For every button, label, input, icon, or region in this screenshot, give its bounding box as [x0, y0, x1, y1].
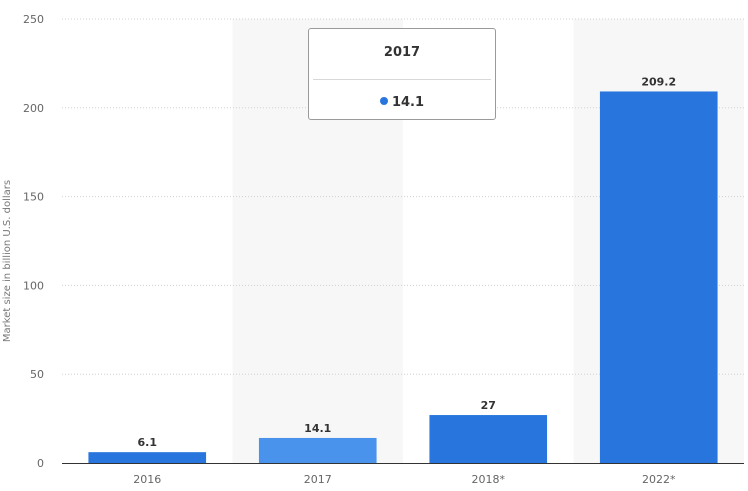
data-label: 14.1: [304, 422, 331, 435]
y-tick-label: 50: [30, 368, 44, 381]
x-tick-label: 2018*: [472, 473, 506, 486]
tooltip: 2017 14.1: [308, 28, 496, 120]
series-dot-icon: [379, 97, 388, 105]
y-tick-label: 250: [23, 13, 44, 26]
y-axis-title: Market size in billion U.S. dollars: [2, 180, 13, 342]
x-tick-label: 2016: [133, 473, 161, 486]
bar[interactable]: [429, 415, 548, 463]
tooltip-divider: [313, 79, 491, 80]
bar[interactable]: [88, 452, 207, 463]
bar[interactable]: [599, 91, 718, 463]
data-label: 209.2: [641, 75, 676, 88]
y-tick-label: 100: [23, 279, 44, 292]
y-tick-label: 150: [23, 191, 44, 204]
tooltip-row: 14.1: [309, 95, 495, 110]
x-tick-label: 2022*: [642, 473, 676, 486]
bars: [88, 91, 718, 463]
x-axis-ticks: 2016 2017 2018* 2022*: [133, 473, 676, 486]
tooltip-value: 14.1: [391, 95, 425, 110]
y-tick-label: 0: [37, 457, 44, 470]
bar[interactable]: [258, 437, 377, 463]
y-tick-label: 200: [23, 102, 44, 115]
data-label: 27: [481, 399, 496, 412]
y-axis-ticks: 0 50 100 150 200 250: [23, 13, 44, 470]
x-tick-label: 2017: [304, 473, 332, 486]
data-label: 6.1: [138, 436, 158, 449]
tooltip-title: 2017: [383, 45, 421, 60]
data-labels: 6.1 14.1 27 209.2: [138, 75, 677, 449]
